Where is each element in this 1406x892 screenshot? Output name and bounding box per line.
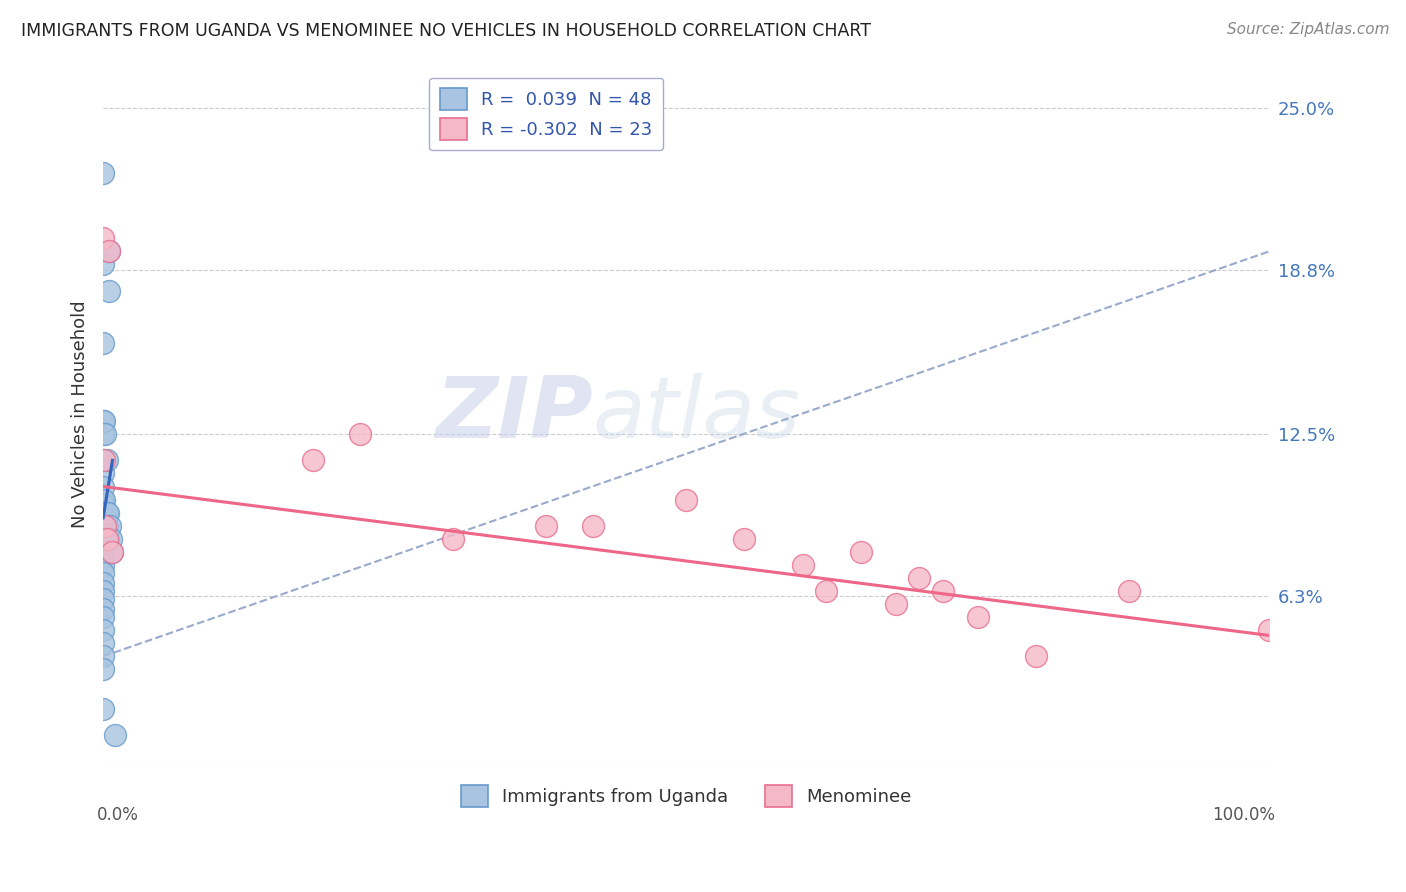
Point [91, 662, 114, 676]
Text: 100.0%: 100.0% [1212, 805, 1275, 824]
Point [91, 610, 114, 624]
Point [101, 545, 124, 559]
Point [91, 414, 114, 428]
Point [96, 518, 118, 533]
Point [908, 571, 931, 585]
Point [931, 584, 953, 599]
Point [733, 532, 755, 546]
Point [815, 584, 838, 599]
Point [91, 584, 114, 599]
Point [91, 479, 114, 493]
Y-axis label: No Vehicles in Household: No Vehicles in Household [72, 301, 89, 528]
Point [94, 518, 117, 533]
Point [302, 453, 325, 467]
Point [91, 701, 114, 715]
Point [582, 518, 605, 533]
Point [104, 728, 127, 742]
Point [91, 636, 114, 650]
Text: ZIP: ZIP [436, 373, 593, 456]
Point [93, 532, 115, 546]
Text: atlas: atlas [593, 373, 801, 456]
Point [91, 518, 114, 533]
Point [96, 532, 118, 546]
Point [94, 518, 117, 533]
Point [349, 427, 371, 442]
Point [93, 453, 115, 467]
Point [91, 524, 114, 538]
Point [91, 166, 114, 180]
Point [91, 591, 114, 606]
Point [792, 558, 814, 572]
Point [1258, 624, 1281, 638]
Point [849, 545, 872, 559]
Point [94, 532, 117, 546]
Point [97, 284, 120, 298]
Point [91, 506, 114, 520]
Point [94, 427, 117, 442]
Point [97, 244, 120, 259]
Point [97, 506, 120, 520]
Point [91, 576, 114, 591]
Point [91, 427, 114, 442]
Point [884, 597, 907, 611]
Point [96, 453, 118, 467]
Text: IMMIGRANTS FROM UGANDA VS MENOMINEE NO VEHICLES IN HOUSEHOLD CORRELATION CHART: IMMIGRANTS FROM UGANDA VS MENOMINEE NO V… [21, 22, 872, 40]
Point [441, 532, 464, 546]
Point [91, 532, 114, 546]
Point [100, 532, 122, 546]
Point [97, 532, 120, 546]
Point [93, 414, 115, 428]
Point [91, 492, 114, 507]
Point [98, 518, 121, 533]
Point [91, 511, 114, 525]
Point [91, 537, 114, 551]
Point [91, 558, 114, 572]
Legend: Immigrants from Uganda, Menominee: Immigrants from Uganda, Menominee [454, 778, 918, 814]
Point [91, 649, 114, 664]
Point [1025, 649, 1047, 664]
Point [91, 545, 114, 559]
Point [91, 602, 114, 616]
Point [91, 257, 114, 271]
Point [93, 506, 115, 520]
Point [91, 550, 114, 565]
Point [97, 244, 120, 259]
Point [675, 492, 697, 507]
Point [93, 492, 115, 507]
Point [96, 506, 118, 520]
Point [91, 624, 114, 638]
Point [534, 518, 557, 533]
Point [91, 498, 114, 512]
Point [966, 610, 988, 624]
Point [101, 545, 124, 559]
Point [91, 335, 114, 350]
Point [91, 566, 114, 580]
Point [91, 453, 114, 467]
Point [1118, 584, 1140, 599]
Point [91, 467, 114, 481]
Text: 0.0%: 0.0% [97, 805, 139, 824]
Text: Source: ZipAtlas.com: Source: ZipAtlas.com [1226, 22, 1389, 37]
Point [91, 231, 114, 245]
